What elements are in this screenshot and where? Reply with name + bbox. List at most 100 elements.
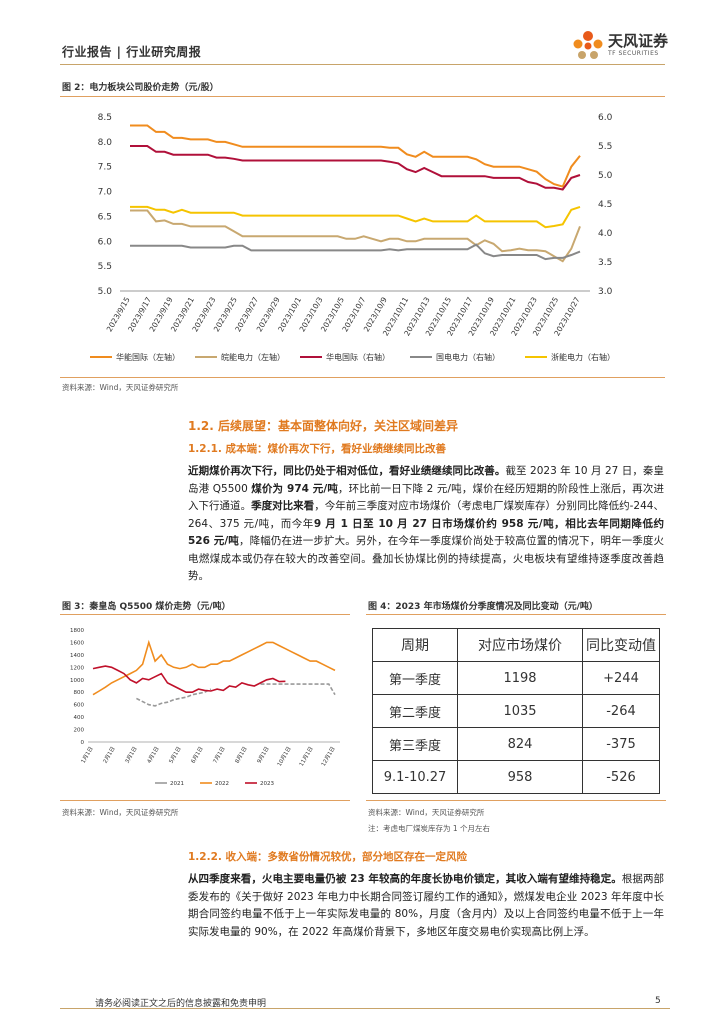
legend-item-2: 2023 bbox=[245, 781, 274, 787]
fig3-title: 图 3：秦皇岛 Q5500 煤价走势（元/吨） bbox=[62, 602, 231, 612]
table-header-cell: 对应市场煤价 bbox=[457, 628, 583, 662]
y-right-tick-label: 4.5 bbox=[598, 200, 612, 210]
table-cell: 958 bbox=[457, 760, 583, 794]
legend-item-3: 国电电力（右轴） bbox=[410, 352, 500, 362]
x-tick-label: 12月1日 bbox=[320, 746, 337, 768]
para1-text-2: ，环比前一日下降 2 元/吨，煤价在经历短期的阶段性上涨后，再次进入下行通道。 bbox=[188, 482, 664, 513]
legend-label: 2023 bbox=[260, 781, 274, 787]
y-right-tick-label: 5.0 bbox=[598, 171, 613, 181]
y-tick-label: 200 bbox=[74, 728, 85, 734]
table-row: 第三季度 824 -375 bbox=[372, 727, 660, 761]
fig4-table: 周期 对应市场煤价 同比变动值 第一季度 1198 +244 第二季度 1035… bbox=[372, 628, 660, 794]
paragraph-cost: 近期煤价再次下行，同比仍处于相对低位，看好业绩继续同比改善。截至 2023 年 … bbox=[188, 463, 664, 586]
legend-label: 华电国际（右轴） bbox=[326, 352, 390, 362]
table-header-cell: 同比变动值 bbox=[582, 628, 660, 662]
section-heading-1-2: 1.2. 后续展望：基本面整体向好，关注区域间差异 bbox=[188, 419, 458, 433]
page-number: 5 bbox=[655, 996, 661, 1006]
y-tick-label: 400 bbox=[74, 715, 85, 721]
x-tick-label: 6月1日 bbox=[190, 746, 205, 765]
table-cell: 第三季度 bbox=[372, 727, 458, 761]
fig3-source: 资料来源：Wind，天风证券研究所 bbox=[62, 808, 179, 817]
table-cell: -526 bbox=[582, 760, 660, 794]
y-left-tick-label: 8.0 bbox=[98, 138, 113, 148]
para1-bold-1: 近期煤价再次下行，同比仍处于相对低位，看好业绩继续同比改善。 bbox=[188, 465, 506, 477]
legend-item-2: 华电国际（右轴） bbox=[300, 352, 390, 362]
subsection-heading-1-2-1: 1.2.1. 成本端：煤价再次下行，看好业绩继续同比改善 bbox=[188, 443, 447, 455]
y-tick-label: 1200 bbox=[70, 665, 84, 671]
fig4-source: 资料来源：Wind，天风证券研究所 bbox=[368, 808, 485, 817]
series-line-2 bbox=[130, 145, 581, 191]
table-row: 第一季度 1198 +244 bbox=[372, 661, 660, 695]
y-tick-label: 1000 bbox=[70, 678, 84, 684]
table-cell: -264 bbox=[582, 694, 660, 728]
para1-bold-3: 季度对比来看 bbox=[251, 500, 315, 512]
logo-flower-icon bbox=[573, 31, 603, 59]
table-cell: 第二季度 bbox=[372, 694, 458, 728]
x-tick-label: 11月1日 bbox=[298, 746, 315, 768]
series-line-3 bbox=[130, 243, 581, 261]
table-cell: 1035 bbox=[457, 694, 583, 728]
x-tick-label: 8月1日 bbox=[234, 746, 249, 765]
legend-label: 2022 bbox=[215, 781, 229, 787]
legend-label: 华能国际（左轴） bbox=[116, 352, 180, 362]
legend-label: 国电电力（右轴） bbox=[436, 352, 500, 362]
fig2-title: 图 2：电力板块公司股价走势（元/股） bbox=[62, 83, 219, 93]
fig2-source: 资料来源：Wind，天风证券研究所 bbox=[62, 383, 179, 392]
fig4-title: 图 4：2023 年市场煤价分季度情况及同比变动（元/吨） bbox=[368, 602, 598, 612]
y-left-tick-label: 8.5 bbox=[98, 113, 112, 123]
table-cell: 1198 bbox=[457, 661, 583, 695]
y-right-tick-label: 3.0 bbox=[598, 287, 613, 297]
legend-item-1: 皖能电力（左轴） bbox=[195, 352, 285, 362]
y-left-tick-label: 6.0 bbox=[98, 237, 113, 247]
series-2022 bbox=[92, 639, 336, 696]
paragraph-revenue: 从四季度来看，火电主要电量仍被 23 年较高的年度长协电价锁定，其收入端有望维持… bbox=[188, 871, 664, 941]
y-tick-label: 600 bbox=[74, 703, 85, 709]
legend-label: 皖能电力（左轴） bbox=[221, 352, 285, 362]
footer-disclaimer: 请务必阅读正文之后的信息披露和免责申明 bbox=[95, 999, 267, 1009]
logo-text-en: TF SECURITIES bbox=[608, 50, 659, 57]
legend-item-0: 2021 bbox=[155, 781, 184, 787]
y-tick-label: 1600 bbox=[70, 640, 84, 646]
header-divider bbox=[60, 64, 665, 65]
series-2023 bbox=[92, 665, 286, 693]
y-left-tick-label: 5.5 bbox=[98, 262, 112, 272]
y-left-tick-label: 7.0 bbox=[98, 188, 113, 198]
x-tick-label: 9月1日 bbox=[256, 746, 271, 765]
legend-item-0: 华能国际（左轴） bbox=[90, 352, 180, 362]
y-tick-label: 0 bbox=[81, 740, 85, 746]
fig4-bottom-divider bbox=[366, 800, 666, 801]
table-cell: 第一季度 bbox=[372, 661, 458, 695]
series-line-0 bbox=[130, 124, 581, 188]
y-left-tick-label: 5.0 bbox=[98, 287, 113, 297]
report-header-title: 行业报告 | 行业研究周报 bbox=[62, 45, 202, 59]
table-cell: 9.1-10.27 bbox=[372, 760, 458, 794]
x-tick-label: 3月1日 bbox=[124, 746, 139, 765]
table-header-cell: 周期 bbox=[372, 628, 458, 662]
para2-bold-1: 从四季度来看，火电主要电量仍被 23 年较高的年度长协电价锁定，其收入端有望维持… bbox=[188, 873, 622, 885]
table-cell: 824 bbox=[457, 727, 583, 761]
fig2-chart: 8.5 8.0 7.5 7.0 6.5 6.0 5.5 5.0 6.0 5.5 5.0 4.5 4.0 3… bbox=[90, 113, 615, 362]
subsection-heading-1-2-2: 1.2.2. 收入端：多数省份情况较优，部分地区存在一定风险 bbox=[188, 851, 468, 863]
series-line-1 bbox=[130, 209, 581, 263]
y-right-tick-label: 3.5 bbox=[598, 258, 612, 268]
table-row: 9.1-10.27 958 -526 bbox=[372, 760, 660, 794]
x-tick-label: 1月1日 bbox=[80, 746, 95, 765]
para1-bold-2: 煤价为 974 元/吨 bbox=[251, 482, 339, 495]
fig2-bottom-divider bbox=[60, 377, 665, 378]
logo: 天风证券 TF SECURITIES bbox=[570, 26, 670, 66]
legend-label: 2021 bbox=[170, 781, 184, 787]
footer-divider bbox=[60, 1008, 670, 1009]
para1-text-3: ，今年前三季度对应市场煤价（考虑电厂煤炭库存）分别同比降低约-244、264、3… bbox=[188, 500, 664, 530]
y-left-tick-label: 7.5 bbox=[98, 163, 112, 173]
y-right-tick-label: 4.0 bbox=[598, 229, 613, 239]
series-2021 bbox=[136, 683, 336, 707]
legend-item-4: 浙能电力（右轴） bbox=[525, 352, 615, 362]
fig2-title-divider bbox=[60, 96, 665, 97]
legend-label: 浙能电力（右轴） bbox=[551, 352, 615, 362]
para1-bold-4: 9 月 1 日至 10 月 27 日市场煤价约 958 元/吨，相比去年同期降低… bbox=[188, 517, 664, 548]
x-tick-label: 4月1日 bbox=[146, 746, 161, 765]
fig4-title-divider bbox=[366, 614, 666, 615]
table-row: 第二季度 1035 -264 bbox=[372, 694, 660, 728]
para2-text-1: 根据两部委发布的《关于做好 2023 年电力中长期合同签订履约工作的通知》，燃煤… bbox=[188, 873, 665, 938]
